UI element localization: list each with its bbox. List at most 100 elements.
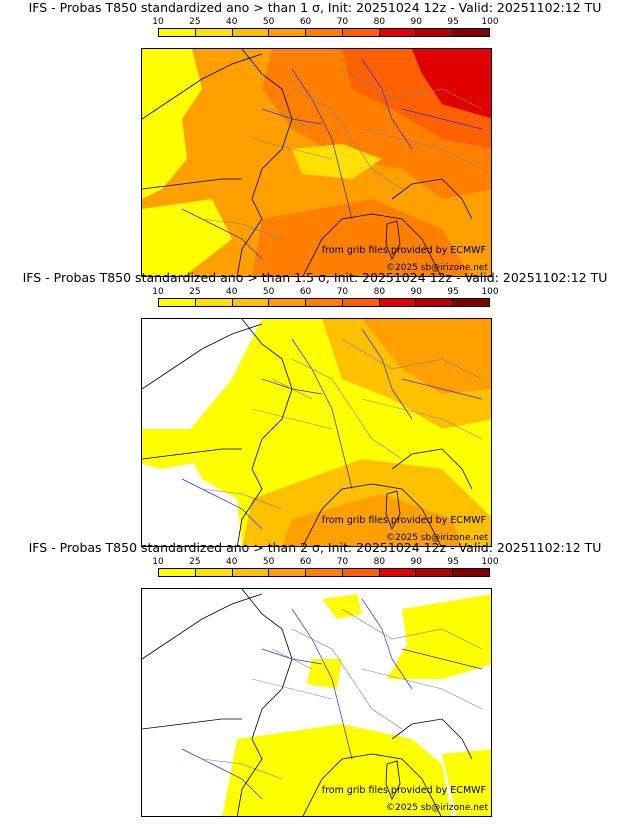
legend-swatch: [416, 299, 454, 306]
admin-borders: [201, 338, 483, 510]
probability-area: [252, 199, 471, 276]
legend-bar: [158, 28, 490, 37]
legend-tick-label: 80: [373, 287, 386, 297]
legend-tick-label: 50: [262, 17, 275, 27]
legend-tick-label: 70: [336, 17, 349, 27]
probability-area: [142, 199, 232, 276]
legend-tick-label: 95: [447, 287, 459, 297]
legend-swatch: [159, 299, 196, 306]
admin-borders: [201, 608, 483, 780]
corsica-outline: [385, 490, 401, 530]
legend-tick-label: 25: [189, 287, 201, 297]
legend-tick-label: 100: [481, 287, 499, 297]
legend-swatch: [232, 569, 270, 576]
panel-1-sigma: IFS - Probas T850 standardized ano > tha…: [0, 0, 630, 277]
legend-swatch: [342, 29, 380, 36]
legend-tick-label: 40: [226, 287, 238, 297]
legend-swatch: [416, 29, 454, 36]
legend-swatch: [342, 299, 380, 306]
legend-bar: [158, 568, 490, 577]
source-credit: from grib files provided by ECMWF: [321, 515, 486, 526]
probability-area: [282, 494, 462, 546]
probability-area: [142, 429, 212, 469]
coastline: [302, 718, 473, 816]
legend-tick-label: 95: [447, 557, 459, 567]
copyright-credit: ©2025 sb@irizone.net: [386, 533, 488, 543]
legend-tick-label: 90: [410, 17, 422, 27]
legend-swatch: [379, 29, 417, 36]
coastline: [142, 49, 293, 276]
legend-swatch: [269, 299, 307, 306]
legend-swatch: [195, 299, 233, 306]
legend-tick-label: 50: [262, 557, 275, 567]
legend-tick-label: 60: [299, 287, 312, 297]
probability-area: [442, 749, 491, 816]
legend-swatch: [342, 569, 380, 576]
coastline: [302, 178, 473, 276]
legend-swatch: [306, 299, 343, 306]
legend-swatch: [453, 299, 490, 306]
legend-swatch: [306, 569, 343, 576]
probability-area: [322, 594, 362, 619]
legend-tick-label: 80: [373, 17, 386, 27]
legend-swatch: [232, 299, 270, 306]
legend-labels: 10 25 40 50 60 70 80 90 95 100: [152, 287, 498, 297]
copyright-credit: ©2025 sb@irizone.net: [386, 263, 488, 273]
legend-bar: [158, 298, 490, 307]
legend-tick-label: 25: [189, 557, 201, 567]
legend-swatch: [232, 29, 270, 36]
probability-area: [312, 419, 442, 459]
legend-tick-label: 60: [299, 17, 312, 27]
legend-tick-label: 40: [226, 17, 238, 27]
legend-tick-label: 100: [481, 557, 499, 567]
legend-tick-label: 80: [373, 557, 386, 567]
probability-area: [412, 49, 491, 119]
color-legend: 10 25 40 50 60 70 80 90 95 100: [152, 557, 499, 585]
legend-tick-label: 95: [447, 17, 459, 27]
legend-tick-label: 50: [262, 287, 275, 297]
legend-swatch: [159, 29, 196, 36]
panel-2-sigma: IFS - Probas T850 standardized ano > tha…: [0, 540, 630, 817]
legend-tick-label: 100: [481, 17, 499, 27]
probability-area: [307, 659, 342, 689]
legend-swatch: [306, 29, 343, 36]
color-legend: 10 25 40 50 60 70 80 90 95 100: [152, 17, 499, 45]
legend-swatch: [453, 29, 490, 36]
coastline: [142, 589, 293, 816]
probability-area: [362, 319, 491, 394]
probability-map: from grib files provided by ECMWF ©2025 …: [141, 588, 492, 817]
probability-area: [222, 724, 452, 816]
corsica-outline: [385, 760, 401, 800]
coastline: [142, 319, 293, 546]
probability-area: [292, 144, 382, 179]
legend-labels: 10 25 40 50 60 70 80 90 95 100: [152, 557, 498, 567]
color-legend: 10 25 40 50 60 70 80 90 95 100: [152, 287, 499, 315]
source-credit: from grib files provided by ECMWF: [321, 245, 486, 256]
probability-area: [387, 594, 491, 679]
legend-tick-label: 10: [152, 287, 164, 297]
legend-tick-label: 70: [336, 557, 349, 567]
panel-title: IFS - Probas T850 standardized ano > tha…: [22, 270, 608, 285]
panel-title: IFS - Probas T850 standardized ano > tha…: [28, 0, 602, 15]
legend-tick-label: 10: [152, 17, 164, 27]
map-graphic: [142, 319, 491, 546]
source-credit: from grib files provided by ECMWF: [321, 785, 486, 796]
copyright-credit: ©2025 sb@irizone.net: [386, 803, 488, 813]
coastline: [302, 448, 473, 546]
map-graphic: [142, 49, 491, 276]
admin-borders: [201, 68, 483, 240]
probability-area: [142, 49, 202, 199]
legend-swatch: [269, 569, 307, 576]
legend-swatch: [159, 569, 196, 576]
probability-map: from grib files provided by ECMWF ©2025 …: [141, 48, 492, 277]
legend-tick-label: 90: [410, 287, 422, 297]
legend-tick-label: 25: [189, 17, 201, 27]
legend-tick-label: 90: [410, 557, 422, 567]
legend-labels: 10 25 40 50 60 70 80 90 95 100: [152, 17, 498, 27]
legend-tick-label: 70: [336, 287, 349, 297]
panel-title: IFS - Probas T850 standardized ano > tha…: [28, 540, 602, 555]
legend-tick-label: 10: [152, 557, 164, 567]
legend-swatch: [453, 569, 490, 576]
corsica-outline: [385, 220, 401, 260]
legend-swatch: [195, 29, 233, 36]
